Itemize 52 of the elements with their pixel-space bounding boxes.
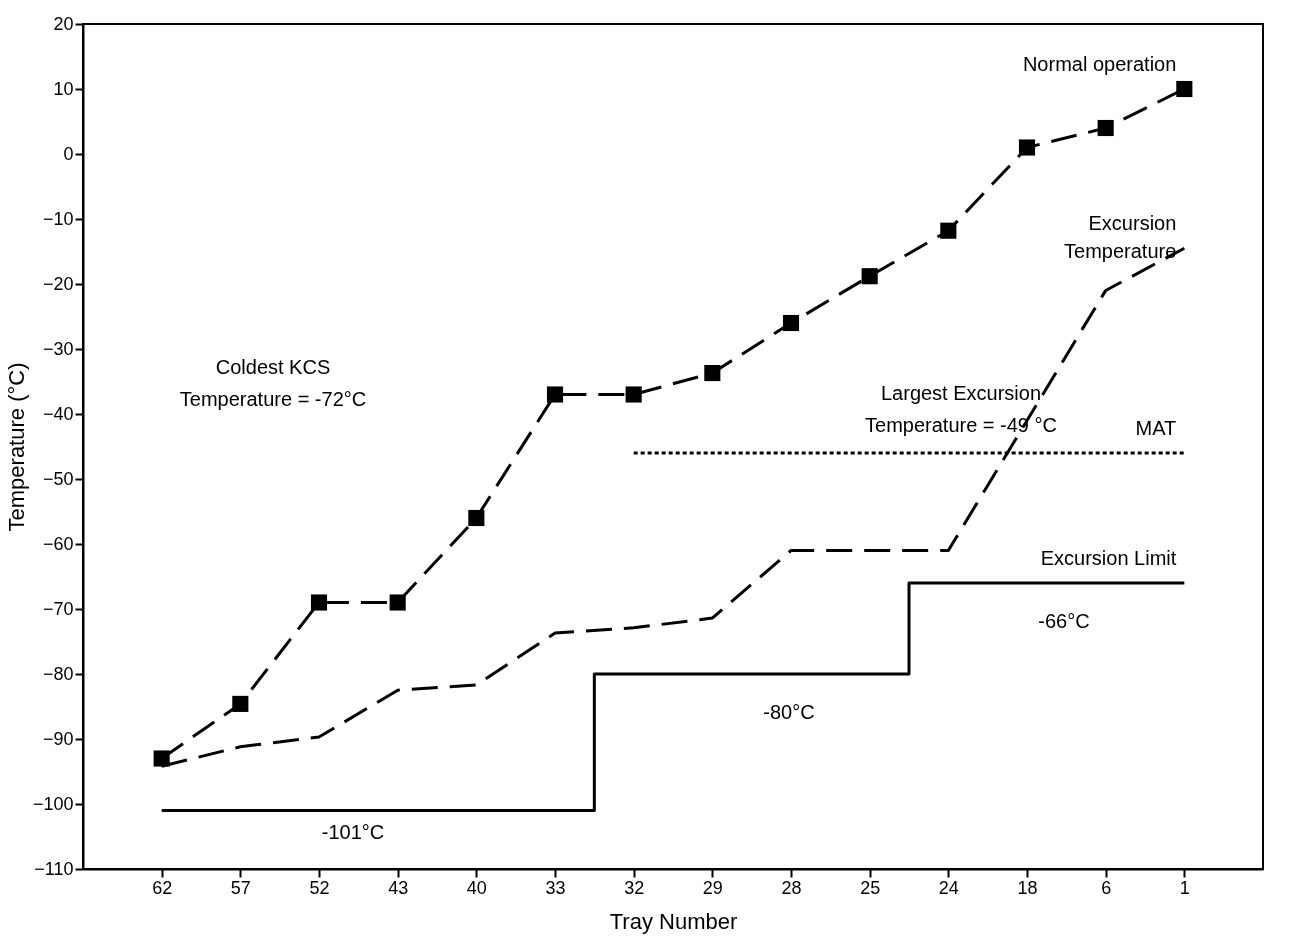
series-label: Excursion Limit <box>1040 547 1177 569</box>
y-tick-label: −40 <box>42 403 74 424</box>
y-tick-label: −100 <box>32 793 74 814</box>
y-tick-label: −90 <box>42 728 74 749</box>
point <box>232 695 249 712</box>
y-tick-label: −80 <box>42 663 74 684</box>
y-axis-title: Temperature (°C) <box>3 362 29 532</box>
annotation: -66°C <box>1038 610 1090 632</box>
series-label: MAT <box>1135 417 1177 439</box>
point <box>625 386 642 403</box>
x-tick-label: 25 <box>860 877 881 898</box>
point <box>153 750 170 767</box>
point <box>861 268 878 285</box>
x-tick-label: 1 <box>1179 877 1190 898</box>
y-tick-label: −60 <box>42 533 74 554</box>
x-axis-title: Tray Number <box>609 908 738 934</box>
x-tick-label: 28 <box>781 877 802 898</box>
point <box>782 314 800 332</box>
point <box>1097 119 1114 137</box>
x-tick-label: 33 <box>545 877 566 898</box>
y-tick-label: −30 <box>42 338 74 359</box>
point <box>310 594 328 611</box>
annotation: Coldest KCS Temperature = -72°C <box>179 356 367 410</box>
x-tick-label: 24 <box>938 877 959 898</box>
y-tick-label: −10 <box>42 208 74 229</box>
point <box>1176 80 1193 98</box>
x-tick-label: 52 <box>309 877 330 898</box>
x-tick-label: 18 <box>1017 877 1038 898</box>
y-tick-label: 20 <box>53 13 74 34</box>
series-label: Normal operation <box>1022 53 1177 75</box>
y-tick-label: −110 <box>34 858 74 879</box>
x-tick-label: 57 <box>230 877 251 898</box>
y-tick-label: −20 <box>42 273 74 294</box>
y-tick-label: −50 <box>42 468 74 489</box>
y-tick-label: 0 <box>63 143 74 164</box>
point <box>704 364 721 382</box>
x-tick-label: 62 <box>152 877 173 898</box>
annotation: -101°C <box>321 821 385 843</box>
y-tick-label: −70 <box>42 598 74 619</box>
x-tick-label: 43 <box>388 877 409 898</box>
x-tick-label: 29 <box>702 877 723 898</box>
point <box>468 509 485 527</box>
point <box>389 594 406 611</box>
x-tick-label: 40 <box>466 877 487 898</box>
y-tick-label: 10 <box>53 78 74 99</box>
x-tick-label: 32 <box>624 877 645 898</box>
point <box>1018 139 1036 156</box>
x-tick-label: 6 <box>1101 877 1112 898</box>
series-label: Excursion Temperature <box>1064 212 1177 263</box>
point <box>546 386 564 403</box>
point <box>940 222 957 239</box>
annotation: -80°C <box>763 701 815 723</box>
